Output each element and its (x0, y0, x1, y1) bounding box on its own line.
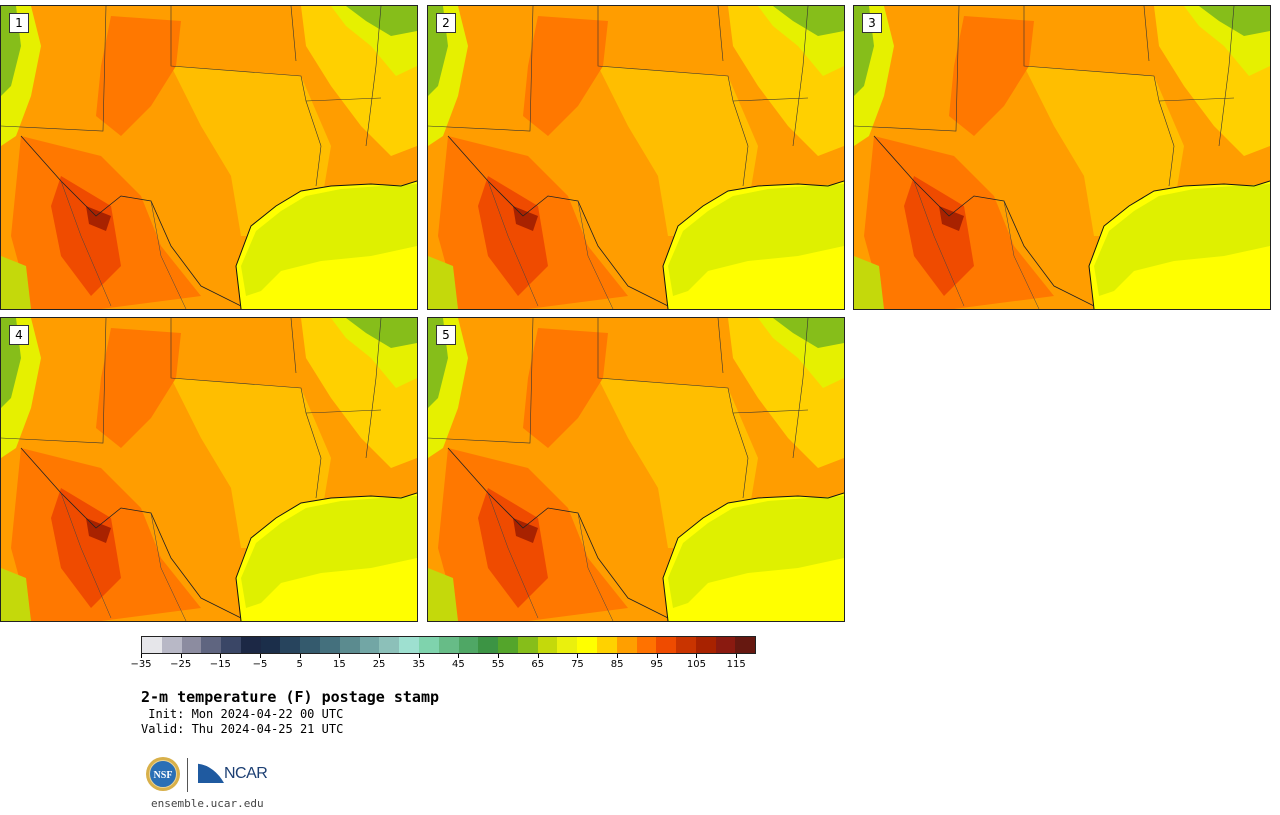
colorbar-bin-18 (498, 637, 518, 653)
colorbar-bin-22 (577, 637, 597, 653)
colorbar-bin-9 (320, 637, 340, 653)
ncar-logo-text: NCAR (224, 765, 268, 782)
colorbar-tick-label: 85 (610, 659, 624, 670)
colorbar-tick (180, 654, 182, 658)
nsf-logo-text: NSF (154, 770, 173, 781)
colorbar-tick-label: 25 (372, 659, 386, 670)
ensemble-member-panel-2[interactable]: 2 (427, 5, 845, 310)
colorbar-tick (736, 654, 738, 658)
colorbar-bin-27 (676, 637, 696, 653)
colorbar-tick-label: −5 (252, 659, 268, 670)
colorbar-tick-label: 15 (333, 659, 346, 670)
colorbar-bin-7 (280, 637, 301, 653)
colorbar-bin-11 (359, 637, 380, 653)
colorbar-bin-23 (596, 637, 617, 653)
colorbar-tick (498, 654, 500, 658)
colorbar-tick-label: 35 (412, 659, 426, 670)
nsf-logo[interactable]: NSF (145, 756, 181, 792)
ensemble-member-panel-1[interactable]: 1 (0, 5, 418, 310)
ensemble-member-panel-3[interactable]: 3 (853, 5, 1271, 310)
colorbar-tick (260, 654, 262, 658)
colorbar-bin-2 (181, 637, 202, 653)
temperature-map (428, 318, 844, 621)
colorbar-tick (696, 654, 698, 658)
colorbar-bin-16 (458, 637, 479, 653)
member-number-label: 2 (436, 13, 456, 33)
colorbar-bin-28 (695, 637, 716, 653)
colorbar-bin-29 (715, 637, 736, 653)
colorbar-tick-label: −15 (209, 659, 231, 670)
colorbar-tick (339, 654, 341, 658)
ensemble-member-panel-4[interactable]: 4 (0, 317, 418, 622)
colorbar-tick (141, 654, 142, 658)
figure-title: 2-m temperature (F) postage stamp (141, 688, 440, 706)
colorbar-bin-6 (260, 637, 281, 653)
colorbar-tick (656, 654, 658, 658)
ensemble-member-panel-5[interactable]: 5 (427, 317, 845, 622)
colorbar-tick-label: 75 (571, 659, 584, 670)
colorbar-tick (617, 654, 619, 658)
ncar-mark-icon (197, 762, 225, 783)
colorbar-tick (537, 654, 539, 658)
colorbar-tick-label: −25 (170, 659, 192, 670)
colorbar-bin-30 (735, 637, 756, 653)
colorbar-tick (577, 654, 579, 658)
colorbar-tick-label: 95 (650, 659, 664, 670)
member-number-label: 1 (9, 13, 29, 33)
colorbar-bin-24 (616, 637, 637, 653)
colorbar-bin-8 (300, 637, 321, 653)
colorbar-bin-20 (537, 637, 558, 653)
colorbar-tick-label: 65 (531, 659, 545, 670)
colorbar-tick (458, 654, 460, 658)
colorbar-tick (299, 654, 301, 658)
valid-time: Valid: Thu 2024-04-25 21 UTC (141, 722, 344, 736)
temperature-colorbar (141, 636, 756, 654)
colorbar-tick (418, 654, 420, 658)
colorbar-tick-label: 55 (491, 659, 505, 670)
ncar-logo[interactable]: NCAR (197, 762, 277, 788)
temperature-map (1, 6, 417, 309)
init-time: Init: Mon 2024-04-22 00 UTC (141, 707, 344, 721)
colorbar-bin-4 (221, 637, 241, 653)
temperature-map (428, 6, 844, 309)
colorbar-tick-label: 115 (726, 659, 746, 670)
temperature-map (854, 6, 1270, 309)
member-number-label: 5 (436, 325, 456, 345)
colorbar-bin-1 (161, 637, 182, 653)
colorbar-tick (379, 654, 381, 658)
colorbar-tick-label: 105 (686, 659, 707, 670)
colorbar-tick-label: −35 (130, 659, 152, 670)
colorbar-bin-19 (517, 637, 538, 653)
member-number-label: 4 (9, 325, 29, 345)
colorbar-bin-26 (656, 637, 677, 653)
colorbar-bin-3 (201, 637, 222, 653)
colorbar-bin-15 (438, 637, 459, 653)
colorbar-bin-0 (142, 637, 162, 653)
colorbar-bin-17 (478, 637, 499, 653)
colorbar-tick-labels: −35 −25 −15 −5 5 15 25 35 45 55 65 75 85 95 105 115 (130, 654, 756, 674)
colorbar-tick (220, 654, 222, 658)
colorbar-bin-21 (557, 637, 578, 653)
temperature-map (1, 318, 417, 621)
colorbar-bin-25 (636, 637, 657, 653)
colorbar-bin-14 (418, 637, 439, 653)
site-url[interactable]: ensemble.ucar.edu (151, 797, 264, 810)
colorbar-tick-label: 5 (296, 659, 303, 670)
colorbar-bin-10 (339, 637, 360, 653)
colorbar-bin-5 (240, 637, 261, 653)
colorbar-tick-label: 45 (452, 659, 465, 670)
colorbar-bin-12 (379, 637, 400, 653)
colorbar-bin-13 (399, 637, 419, 653)
logo-divider (187, 758, 188, 792)
member-number-label: 3 (862, 13, 882, 33)
